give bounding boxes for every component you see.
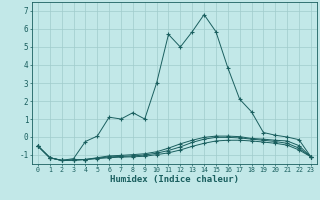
X-axis label: Humidex (Indice chaleur): Humidex (Indice chaleur)	[110, 175, 239, 184]
